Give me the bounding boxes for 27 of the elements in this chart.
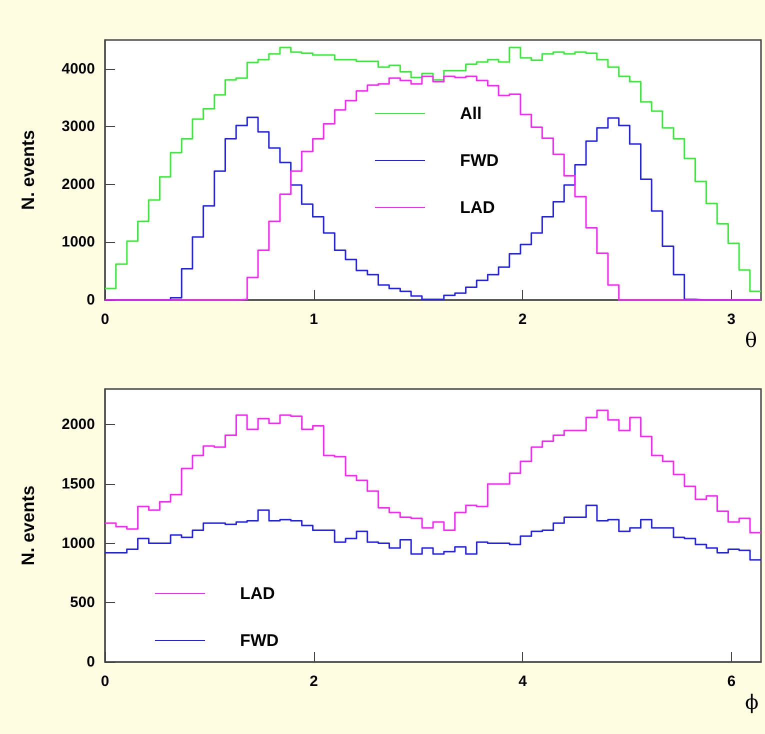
y-tick-label: 1500 (62, 475, 95, 492)
x-tick-label: 0 (100, 311, 110, 328)
x-tick-label: 3 (727, 311, 736, 328)
y-tick-label: 2000 (62, 416, 95, 434)
legend-label: LAD (460, 198, 495, 217)
y-tick-label: 0 (86, 292, 95, 308)
legend-label: All (460, 104, 482, 123)
y-tick-label: 1000 (62, 234, 95, 251)
legend-label: FWD (240, 631, 279, 650)
x-tick-label: 6 (727, 673, 736, 690)
y-tick-label: 4000 (62, 60, 95, 78)
legend-label: FWD (460, 151, 499, 170)
y-tick-label: 3000 (62, 118, 95, 136)
legend-label: LAD (240, 584, 275, 603)
y-tick-label: 0 (86, 654, 95, 670)
y-axis-title: N. events (18, 130, 38, 210)
x-tick-label: 2 (518, 311, 527, 328)
x-tick-label: 1 (310, 311, 318, 328)
x-tick-label: 4 (518, 673, 528, 690)
x-tick-label: 0 (100, 673, 110, 690)
y-tick-label: 2000 (62, 176, 95, 193)
y-tick-label: 1000 (62, 534, 95, 552)
x-tick-label: 2 (310, 673, 318, 690)
x-axis-title: ϕ (745, 690, 759, 714)
y-axis-title: N. events (18, 485, 38, 566)
x-axis-title: θ (745, 328, 758, 352)
y-tick-label: 500 (70, 594, 95, 612)
